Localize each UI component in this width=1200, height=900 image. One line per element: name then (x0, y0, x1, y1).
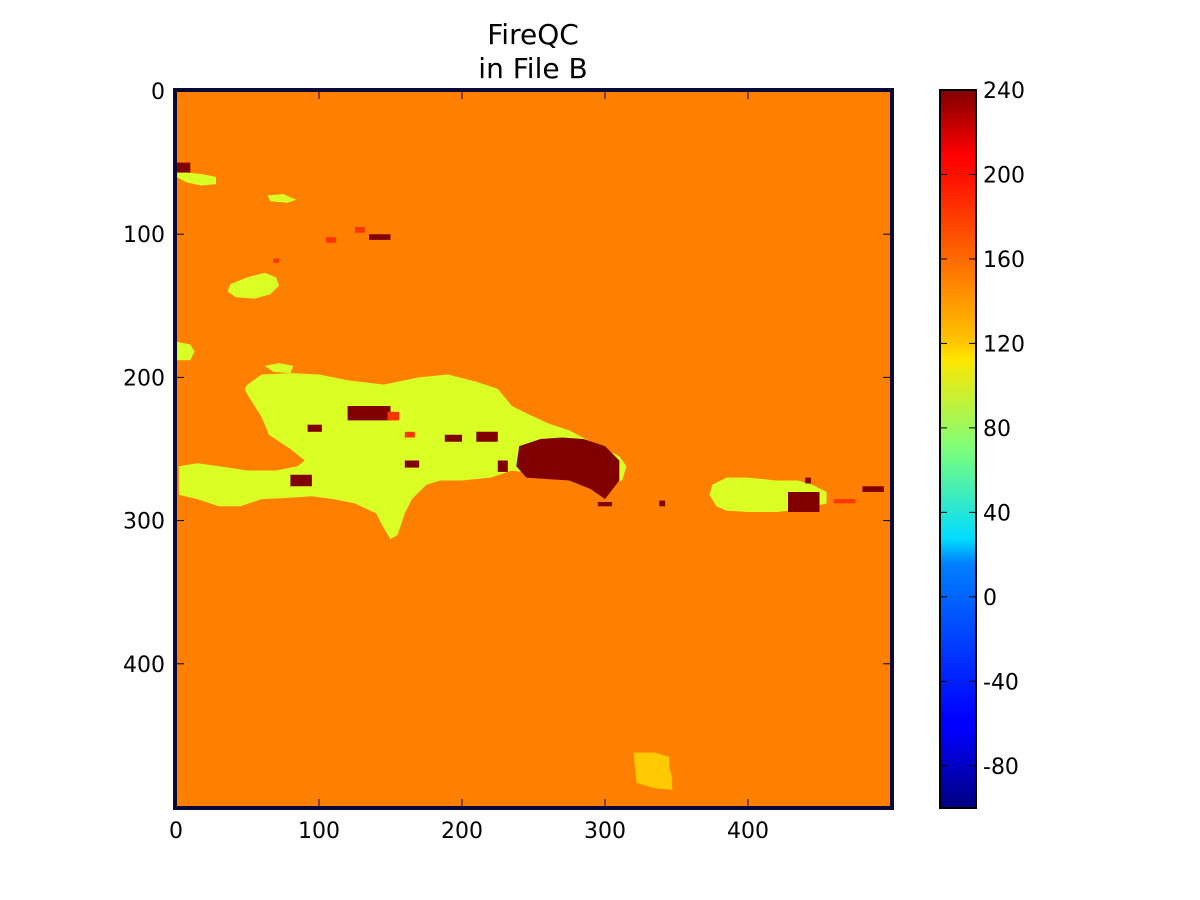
region-fire-12 (805, 477, 811, 484)
y-tick-label: 400 (123, 653, 165, 678)
y-tick-label: 200 (123, 366, 165, 391)
colorbar-tick-label: 160 (983, 248, 1025, 273)
region-warm-6 (404, 431, 415, 438)
region-fire-11 (659, 500, 666, 507)
y-axis: 0 100 200 300 400 (123, 80, 891, 678)
colorbar-tick-label: 80 (983, 417, 1011, 442)
colorbar (939, 89, 977, 809)
region-warm-3 (833, 499, 856, 504)
colorbar-tick-label: -80 (983, 755, 1019, 780)
x-tick-label: 0 (169, 819, 183, 844)
x-tick-label: 100 (298, 819, 340, 844)
y-tick-label: 0 (151, 80, 165, 105)
region-fire-1 (347, 406, 391, 421)
region-cuba-east (176, 169, 216, 186)
region-fire-14 (497, 460, 508, 472)
region-fire-7 (307, 424, 322, 432)
region-warm-5 (354, 227, 365, 233)
plot-frame (173, 88, 894, 810)
colorbar-tick-label: 200 (983, 163, 1025, 188)
colorbar-tick-label: 0 (983, 586, 997, 611)
region-fire-13 (444, 434, 462, 442)
region-jamaica (227, 272, 279, 299)
region-fire-4 (788, 492, 820, 512)
y-tick-label: 100 (123, 223, 165, 248)
colorbar-tick-label: 240 (983, 79, 1025, 104)
region-warm-2 (273, 258, 279, 263)
chart-title-line2: in File B (478, 52, 587, 85)
colorbar-tick-label: -40 (983, 670, 1019, 695)
region-fire-5 (176, 162, 191, 173)
colorbar-tick-label: 40 (983, 501, 1011, 526)
region-fire-6 (369, 234, 391, 240)
x-tick-label: 200 (441, 819, 483, 844)
region-fire-2 (476, 431, 498, 442)
region-fire-9 (862, 486, 884, 492)
x-tick-label: 400 (727, 819, 769, 844)
region-hispaniola (178, 373, 627, 540)
region-fire-8 (404, 460, 420, 468)
region-warm-4 (387, 411, 400, 421)
heatmap (176, 91, 891, 807)
region-caicos (267, 194, 297, 203)
region-great-inagua (264, 363, 294, 374)
chart-title-line1: FireQC (487, 18, 579, 51)
region-yellow-patch (633, 752, 673, 790)
y-tick-label: 300 (123, 510, 165, 535)
colorbar-tick-label: 120 (983, 332, 1025, 357)
region-fire-10 (597, 502, 613, 507)
region-cuba-tip (176, 341, 195, 361)
x-tick-label: 300 (584, 819, 626, 844)
region-east-fire-blob (516, 437, 620, 500)
x-axis: 0 100 200 300 400 (169, 91, 769, 844)
region-warm-1 (326, 237, 337, 243)
region-fire-3 (290, 474, 312, 487)
heatmap-regions (176, 162, 884, 790)
colorbar-ticks: -80 -40 0 40 80 120 160 200 240 (940, 79, 1025, 780)
